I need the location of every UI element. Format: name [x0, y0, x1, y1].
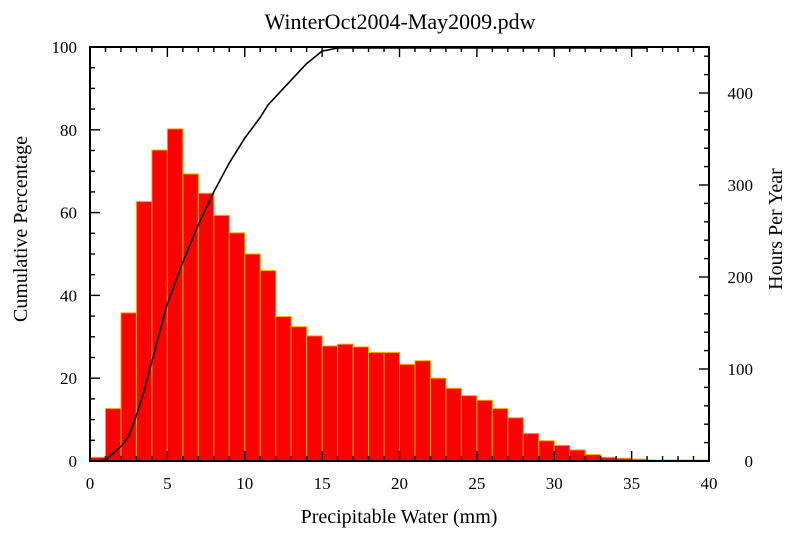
x-tick-label: 30: [546, 474, 563, 493]
histogram-bar: [569, 449, 586, 462]
histogram-bar: [368, 351, 385, 462]
histogram-bar: [429, 377, 447, 462]
histogram-bar: [445, 387, 462, 462]
histogram-bar: [151, 149, 168, 462]
histogram-bar: [321, 345, 339, 462]
histogram-bar: [553, 444, 571, 462]
histogram-bar: [476, 399, 493, 462]
y-left-tick-label: 0: [69, 452, 78, 471]
histogram-bar: [352, 346, 370, 462]
y-left-tick-label: 40: [60, 286, 77, 305]
histogram-bar: [275, 316, 292, 462]
histogram-bar: [306, 335, 323, 462]
histogram-bars: [89, 128, 710, 462]
x-tick-label: 10: [236, 474, 253, 493]
y-left-tick-label: 20: [60, 369, 77, 388]
histogram-bar: [166, 128, 184, 462]
histogram-bar: [491, 408, 509, 462]
histogram-bar: [259, 270, 277, 462]
histogram-bar: [460, 395, 478, 462]
x-tick-label: 0: [86, 474, 95, 493]
y-right-tick-label: 0: [745, 452, 754, 471]
histogram-bar: [182, 173, 199, 462]
histogram-bar: [538, 440, 555, 462]
x-tick-label: 15: [314, 474, 331, 493]
histogram-bar: [337, 343, 354, 462]
histogram-bar: [197, 192, 215, 462]
histogram-bar: [383, 351, 400, 462]
x-tick-label: 25: [468, 474, 485, 493]
y-right-tick-label: 100: [728, 360, 754, 379]
histogram-bar: [213, 214, 230, 462]
x-axis-label: Precipitable Water (mm): [301, 506, 498, 528]
y-right-tick-label: 200: [728, 268, 754, 287]
histogram-bar: [120, 312, 137, 462]
histogram-bar: [290, 326, 308, 462]
y-right-tick-label: 300: [728, 176, 754, 195]
y-right-tick-label: 400: [728, 84, 754, 103]
chart-title: WinterOct2004-May2009.pdw: [264, 9, 535, 34]
y-axis-label-right: Hours Per Year: [765, 168, 787, 290]
y-left-tick-label: 100: [52, 38, 78, 57]
histogram-bar: [414, 360, 431, 462]
x-tick-label: 20: [391, 474, 408, 493]
y-left-tick-label: 80: [60, 121, 77, 140]
tick-labels: 0 5 10 15 20 25 30 35 40020406080100010020030040…: [52, 38, 754, 493]
y-left-tick-label: 60: [60, 204, 77, 223]
histogram-bar: [399, 363, 416, 462]
histogram-bar: [135, 201, 153, 462]
x-tick-label: 40: [701, 474, 718, 493]
histogram-bar: [522, 432, 540, 462]
plot-frame: [89, 46, 710, 462]
histogram-bar: [507, 417, 524, 462]
x-tick-label: 35: [623, 474, 640, 493]
histogram-bar: [228, 232, 246, 462]
histogram-bar: [244, 253, 261, 462]
y-axis-label-left: Cumulative Percentage: [10, 136, 32, 322]
x-tick-label: 5: [163, 474, 172, 493]
